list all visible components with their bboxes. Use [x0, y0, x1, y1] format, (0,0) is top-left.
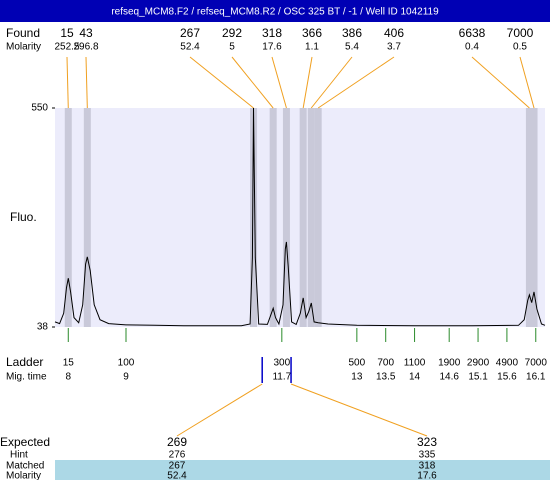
ladder-size: 7000: [525, 358, 548, 369]
found-label: Found: [6, 26, 40, 40]
matched-label: Matched: [6, 461, 44, 472]
header-bar: [0, 0, 550, 22]
ladder-size: 2900: [467, 358, 490, 369]
ladder-time: 8: [65, 372, 71, 383]
ladder-size: 500: [349, 358, 366, 369]
matched-band: [55, 460, 550, 480]
molarity-row-label: Molarity: [6, 471, 41, 480]
y-tick-label: 38: [37, 322, 49, 333]
found-size: 366: [302, 26, 322, 40]
y-label: Fluo.: [10, 210, 37, 224]
matched-molarity: 17.6: [417, 471, 437, 480]
expected-connector: [176, 383, 263, 437]
peak-band: [282, 108, 290, 327]
found-molarity: 17.6: [262, 42, 282, 53]
found-molarity: 0.4: [465, 42, 479, 53]
ladder-size: 700: [377, 358, 394, 369]
peak-connector: [271, 56, 287, 109]
expected-label: Expected: [0, 435, 50, 449]
found-molarity: 5.4: [345, 42, 359, 53]
expected-size: 269: [167, 435, 187, 449]
molarity-label: Molarity: [6, 42, 41, 53]
ladder-label: Ladder: [6, 355, 43, 369]
ladder-size: 4900: [496, 358, 519, 369]
found-size: 43: [79, 26, 93, 40]
peak-band: [525, 108, 533, 327]
ladder-time: 14.6: [439, 372, 459, 383]
found-size: 386: [342, 26, 362, 40]
ladder-time: 15.6: [497, 372, 517, 383]
found-molarity: 252.5: [54, 42, 79, 53]
trace: [54, 107, 546, 327]
peak-connector: [85, 56, 88, 109]
peak-band: [269, 108, 277, 327]
matched-size: 318: [419, 461, 436, 472]
peak-band: [314, 108, 322, 327]
found-size: 292: [222, 26, 242, 40]
hint-label: Hint: [10, 450, 28, 461]
migtime-label: Mig. time: [6, 372, 47, 383]
peak-band: [307, 108, 315, 327]
ladder-size: 15: [63, 358, 75, 369]
expected-connector: [290, 383, 428, 437]
found-molarity: 52.4: [180, 42, 200, 53]
ladder-time: 9: [123, 372, 129, 383]
ladder-time: 11.7: [272, 372, 291, 383]
found-molarity: 3.7: [387, 42, 401, 53]
y-tick-label: 550: [31, 103, 48, 114]
found-molarity: 0.5: [513, 42, 527, 53]
ladder-time: 13: [351, 372, 363, 383]
matched-size: 267: [169, 461, 186, 472]
found-size: 267: [180, 26, 200, 40]
peak-connector: [310, 56, 353, 109]
peak-band: [530, 108, 538, 327]
matched-molarity: 52.4: [167, 471, 187, 480]
ladder-time: 14: [409, 372, 421, 383]
peak-connector: [471, 56, 530, 109]
ladder-time: 16.1: [526, 372, 546, 383]
ladder-time: 15.1: [468, 372, 488, 383]
found-molarity: 5: [229, 42, 235, 53]
peak-connector: [66, 56, 69, 109]
found-size: 7000: [507, 26, 534, 40]
found-molarity: 296.8: [73, 42, 98, 53]
peak-band: [83, 108, 91, 327]
found-molarity: 1.1: [305, 42, 319, 53]
found-size: 318: [262, 26, 282, 40]
peak-connector: [519, 56, 535, 109]
hint-size: 335: [419, 450, 436, 461]
peak-connector: [189, 56, 254, 109]
peak-connector: [317, 56, 395, 109]
peak-band: [64, 108, 72, 327]
ladder-size: 1900: [438, 358, 461, 369]
peak-connector: [231, 56, 274, 109]
title: refseq_MCM8.F2 / refseq_MCM8.R2 / OSC 32…: [111, 7, 439, 18]
expected-size: 323: [417, 435, 437, 449]
ladder-size: 100: [118, 358, 135, 369]
peak-band: [250, 108, 258, 327]
ladder-size: 300: [273, 358, 290, 369]
found-size: 406: [384, 26, 404, 40]
found-size: 15: [60, 26, 74, 40]
peak-band: [299, 108, 307, 327]
ladder-size: 1100: [404, 358, 426, 369]
peak-connector: [302, 56, 313, 109]
hint-size: 276: [169, 450, 186, 461]
ladder-time: 13.5: [376, 372, 396, 383]
found-size: 6638: [459, 26, 486, 40]
